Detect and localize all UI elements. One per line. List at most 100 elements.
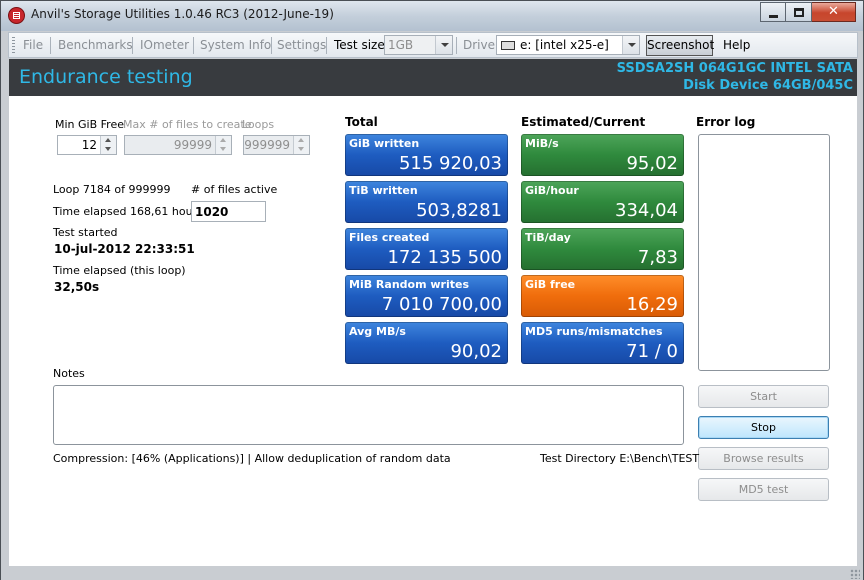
total-heading: Total: [345, 115, 378, 129]
tile-value: 334,04: [615, 200, 678, 221]
tile-label: GiB written: [349, 137, 420, 150]
device-description: Disk Device 64GB/045C: [683, 78, 853, 93]
toolbar-divider: [456, 37, 457, 54]
drive-icon: [501, 41, 515, 50]
stepper-arrows-icon[interactable]: [215, 136, 231, 154]
endurance-panel: Min GiB Free Max # of files to create Lo…: [9, 96, 857, 566]
status-bar: [1, 569, 863, 580]
test-started-value: 10-jul-2012 22:33:51: [54, 242, 195, 256]
browse-results-button[interactable]: Browse results: [698, 447, 829, 470]
notes-textarea[interactable]: [53, 385, 684, 445]
tile-value: 71 / 0: [626, 341, 678, 362]
chevron-down-icon[interactable]: [622, 36, 639, 54]
device-model: SSDSA2SH 064G1GC INTEL SATA: [616, 61, 853, 76]
tile-gib-written: GiB written 515 920,03: [345, 134, 508, 176]
minimize-icon: [769, 15, 778, 18]
stepper-arrows-icon[interactable]: [100, 136, 116, 154]
screenshot-button[interactable]: Screenshot: [646, 35, 714, 56]
menu-settings[interactable]: Settings: [277, 38, 327, 52]
tile-value: 172 135 500: [387, 247, 502, 268]
maximize-button[interactable]: [786, 2, 812, 22]
caption-buttons: ✕: [760, 2, 856, 22]
title-bar[interactable]: Anvil's Storage Utilities 1.0.46 RC3 (20…: [1, 1, 863, 31]
close-button[interactable]: ✕: [812, 2, 856, 22]
test-directory: Test Directory E:\Bench\TEST: [540, 452, 700, 465]
tile-label: GiB free: [525, 278, 576, 291]
chevron-down-icon[interactable]: [435, 36, 452, 54]
files-active-label: # of files active: [191, 183, 278, 196]
loops-label: Loops: [242, 118, 275, 131]
max-files-value: 99999: [173, 138, 212, 152]
loops-value: 999999: [244, 138, 290, 152]
resize-grip-icon[interactable]: [850, 569, 860, 579]
md5-test-button[interactable]: MD5 test: [698, 478, 829, 501]
toolbar-grip-icon[interactable]: [12, 37, 15, 54]
tile-value: 90,02: [450, 341, 502, 362]
loops-stepper[interactable]: 999999: [243, 135, 310, 155]
tile-label: TiB/day: [525, 231, 571, 244]
tile-value: 16,29: [626, 294, 678, 315]
tile-mib-random-writes: MiB Random writes 7 010 700,00: [345, 275, 508, 317]
min-gib-free-value: 12: [81, 138, 97, 152]
min-gib-free-stepper[interactable]: 12: [57, 135, 117, 155]
time-loop-label: Time elapsed (this loop): [53, 264, 186, 277]
menu-system-info[interactable]: System Info: [200, 38, 272, 52]
toolbar-divider: [50, 37, 51, 54]
tile-label: MiB/s: [525, 137, 559, 150]
toolbar-divider: [326, 37, 327, 54]
toolbar-divider: [193, 37, 194, 54]
drive-value: e: [intel x25-e]: [520, 38, 609, 52]
files-active-field[interactable]: 1020: [191, 201, 266, 222]
tile-label: TiB written: [349, 184, 418, 197]
test-size-label: Test size: [334, 38, 385, 52]
menu-help[interactable]: Help: [723, 38, 751, 52]
start-button[interactable]: Start: [698, 385, 829, 408]
tile-label: MD5 runs/mismatches: [525, 325, 663, 338]
tile-value: 7 010 700,00: [381, 294, 502, 315]
tile-value: 95,02: [626, 153, 678, 174]
error-log-box[interactable]: [698, 134, 830, 371]
time-loop-value: 32,50s: [54, 280, 100, 294]
stop-button-label: Stop: [750, 421, 776, 434]
drive-label: Drive: [463, 38, 495, 52]
stepper-arrows-icon[interactable]: [293, 136, 309, 154]
menu-file[interactable]: File: [23, 38, 44, 52]
test-started-label: Test started: [53, 226, 118, 239]
tile-gib-free: GiB free 16,29: [521, 275, 684, 317]
menu-iometer[interactable]: IOmeter: [140, 38, 190, 52]
estimated-heading: Estimated/Current: [521, 115, 646, 129]
tile-gib-hour: GiB/hour 334,04: [521, 181, 684, 223]
toolbar-divider: [271, 37, 272, 54]
page-title: Endurance testing: [19, 66, 193, 88]
minimize-button[interactable]: [760, 2, 786, 22]
tile-files-created: Files created 172 135 500: [345, 228, 508, 270]
max-files-stepper[interactable]: 99999: [124, 135, 232, 155]
test-size-select[interactable]: 1GB: [384, 35, 453, 55]
tile-value: 7,83: [637, 247, 678, 268]
toolbar-divider: [132, 37, 133, 54]
compression-info: Compression: [46% (Applications)] | Allo…: [53, 452, 451, 465]
toolbar: File Benchmarks IOmeter System Info Sett…: [8, 32, 858, 58]
error-log-heading: Error log: [696, 115, 756, 129]
tile-label: Avg MB/s: [349, 325, 406, 338]
window-title: Anvil's Storage Utilities 1.0.46 RC3 (20…: [31, 7, 334, 21]
drive-select[interactable]: e: [intel x25-e]: [496, 35, 640, 55]
tile-tib-written: TiB written 503,8281: [345, 181, 508, 223]
tile-label: GiB/hour: [525, 184, 579, 197]
loop-counter: Loop 7184 of 999999: [53, 183, 171, 196]
tile-label: Files created: [349, 231, 430, 244]
stop-button[interactable]: Stop: [698, 416, 829, 439]
time-elapsed: Time elapsed 168,61 hours: [53, 205, 203, 218]
tile-value: 503,8281: [416, 200, 502, 221]
tile-label: MiB Random writes: [349, 278, 470, 291]
app-icon[interactable]: [8, 7, 25, 24]
tile-mibs: MiB/s 95,02: [521, 134, 684, 176]
tile-avg-mbs: Avg MB/s 90,02: [345, 322, 508, 364]
files-active-value: 1020: [195, 205, 229, 219]
menu-benchmarks[interactable]: Benchmarks: [58, 38, 133, 52]
maximize-icon: [794, 8, 804, 17]
tile-value: 515 920,03: [398, 153, 502, 174]
max-files-label: Max # of files to create: [123, 118, 252, 131]
tile-md5-runs: MD5 runs/mismatches 71 / 0: [521, 322, 684, 364]
